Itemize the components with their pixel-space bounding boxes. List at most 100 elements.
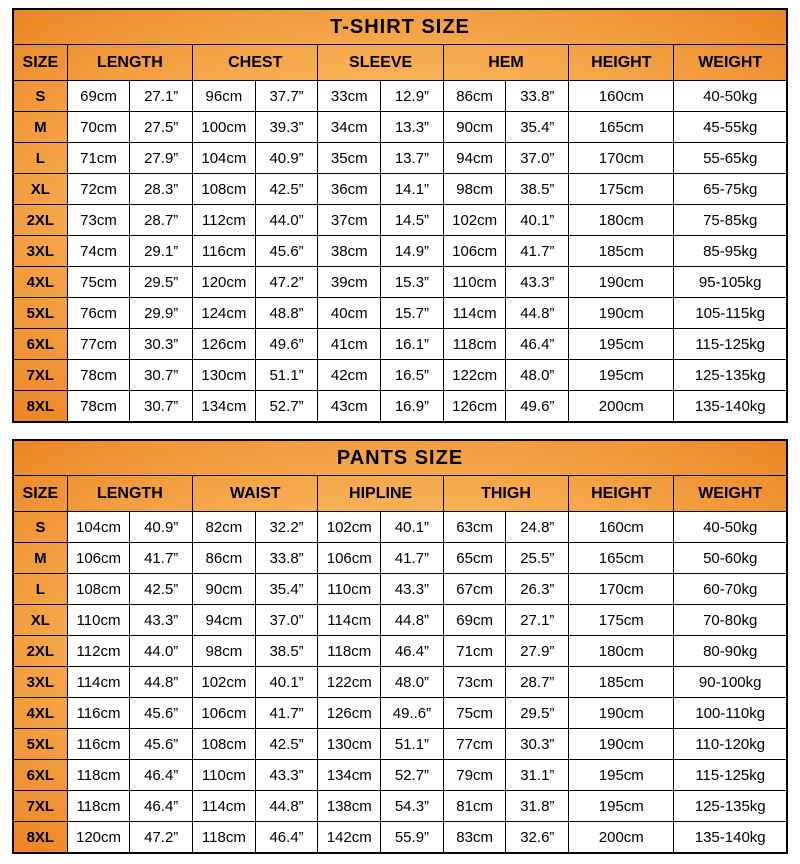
value-cell: 55-65kg [673, 142, 788, 174]
table-row: 6XL 118cm 46.4” 110cm 43.3” 134cm 52.7” 79cm 31.… [12, 759, 788, 791]
value-cell: 110-120kg [673, 728, 788, 760]
value-cell: 90cm [192, 573, 256, 605]
value-cell: 67cm [442, 573, 507, 605]
value-cell: 134cm [317, 759, 382, 791]
value-cell: 48.8” [254, 297, 319, 329]
value-cell: 30.7” [129, 390, 194, 423]
value-cell: 116cm [66, 728, 131, 760]
value-cell: 48.0” [380, 666, 444, 698]
value-cell: 43.3” [505, 266, 570, 298]
value-cell: 76cm [66, 297, 131, 329]
column-header-height: HEIGHT [568, 44, 675, 81]
value-cell: 142cm [317, 821, 382, 854]
value-cell: 39.3” [254, 111, 319, 143]
size-label: 4XL [12, 697, 68, 729]
value-cell: 25.5” [505, 542, 570, 574]
value-cell: 195cm [568, 790, 675, 822]
value-cell: 135-140kg [673, 390, 788, 423]
column-header-size: SIZE [12, 44, 68, 81]
value-cell: 28.3” [129, 173, 194, 205]
value-cell: 75cm [442, 697, 507, 729]
value-cell: 83cm [442, 821, 507, 854]
value-cell: 126cm [192, 328, 256, 360]
value-cell: 45.6” [129, 728, 194, 760]
value-cell: 33.8” [254, 542, 319, 574]
value-cell: 29.5” [129, 266, 194, 298]
table-row: 5XL 76cm 29.9” 124cm 48.8” 40cm 15.7” 114cm 44.8… [12, 297, 788, 329]
size-label: M [12, 542, 68, 574]
value-cell: 118cm [66, 790, 131, 822]
value-cell: 14.1” [380, 173, 444, 205]
value-cell: 13.7” [380, 142, 444, 174]
size-label: XL [12, 173, 68, 205]
value-cell: 170cm [568, 573, 675, 605]
size-label: 5XL [12, 728, 68, 760]
value-cell: 44.8” [254, 790, 319, 822]
table-row: L 108cm 42.5” 90cm 35.4” 110cm 43.3” 67cm 26.3” 1… [12, 573, 788, 605]
value-cell: 190cm [568, 728, 675, 760]
value-cell: 77cm [442, 728, 507, 760]
value-cell: 24.8” [505, 511, 570, 543]
value-cell: 70cm [66, 111, 131, 143]
value-cell: 108cm [192, 173, 256, 205]
value-cell: 110cm [317, 573, 382, 605]
value-cell: 49.6” [505, 390, 570, 423]
size-label: 2XL [12, 204, 68, 236]
value-cell: 40.1” [380, 511, 444, 543]
table-row: M 70cm 27.5” 100cm 39.3” 34cm 13.3” 90cm 35.4” 16… [12, 111, 788, 143]
value-cell: 130cm [317, 728, 382, 760]
size-label: M [12, 111, 68, 143]
value-cell: 165cm [568, 542, 675, 574]
value-cell: 160cm [568, 511, 675, 543]
value-cell: 40.1” [254, 666, 319, 698]
value-cell: 41.7” [505, 235, 570, 267]
value-cell: 116cm [66, 697, 131, 729]
column-header-length: LENGTH [66, 475, 194, 512]
value-cell: 44.8” [380, 604, 444, 636]
value-cell: 37.7” [254, 80, 319, 112]
value-cell: 134cm [192, 390, 256, 423]
column-header-sleeve: SLEEVE [317, 44, 444, 81]
value-cell: 37.0” [505, 142, 570, 174]
value-cell: 41.7” [380, 542, 444, 574]
value-cell: 77cm [66, 328, 131, 360]
value-cell: 32.2” [254, 511, 319, 543]
table-row: S 69cm 27.1” 96cm 37.7” 33cm 12.9” 86cm 33.8” 160… [12, 80, 788, 112]
value-cell: 45.6” [129, 697, 194, 729]
value-cell: 165cm [568, 111, 675, 143]
size-label: XL [12, 604, 68, 636]
value-cell: 40cm [317, 297, 382, 329]
value-cell: 75cm [66, 266, 131, 298]
value-cell: 69cm [442, 604, 507, 636]
value-cell: 52.7” [254, 390, 319, 423]
value-cell: 15.7” [380, 297, 444, 329]
value-cell: 46.4” [129, 759, 194, 791]
value-cell: 98cm [192, 635, 256, 667]
value-cell: 71cm [442, 635, 507, 667]
value-cell: 86cm [192, 542, 256, 574]
value-cell: 45.6” [254, 235, 319, 267]
value-cell: 106cm [66, 542, 131, 574]
value-cell: 180cm [568, 635, 675, 667]
value-cell: 51.1” [380, 728, 444, 760]
size-label: 6XL [12, 759, 68, 791]
value-cell: 50-60kg [673, 542, 788, 574]
value-cell: 46.4” [254, 821, 319, 854]
value-cell: 40-50kg [673, 80, 788, 112]
value-cell: 112cm [66, 635, 131, 667]
value-cell: 36cm [317, 173, 382, 205]
value-cell: 65cm [442, 542, 507, 574]
value-cell: 118cm [442, 328, 507, 360]
value-cell: 110cm [442, 266, 507, 298]
value-cell: 114cm [317, 604, 382, 636]
value-cell: 94cm [192, 604, 256, 636]
value-cell: 90-100kg [673, 666, 788, 698]
value-cell: 106cm [192, 697, 256, 729]
value-cell: 125-135kg [673, 790, 788, 822]
value-cell: 43cm [317, 390, 382, 423]
value-cell: 40.9” [129, 511, 194, 543]
value-cell: 100-110kg [673, 697, 788, 729]
size-label: 4XL [12, 266, 68, 298]
value-cell: 40-50kg [673, 511, 788, 543]
table-title: T-SHIRT SIZE [12, 8, 788, 45]
